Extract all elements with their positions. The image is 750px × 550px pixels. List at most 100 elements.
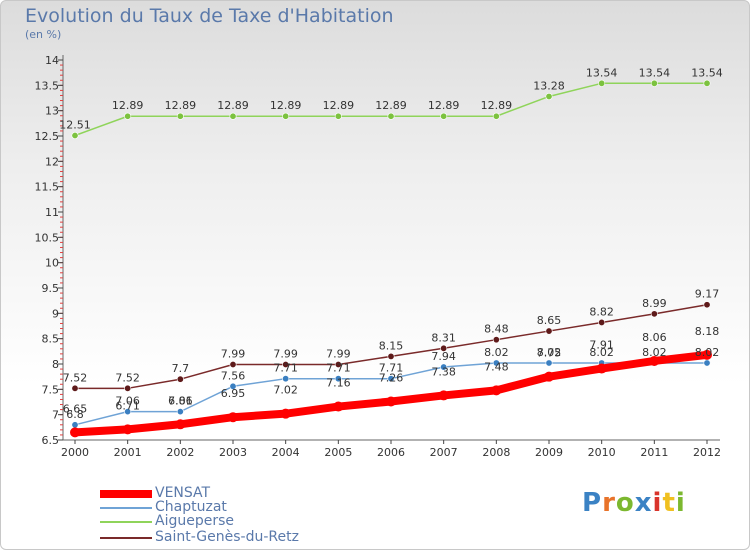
data-point — [124, 112, 132, 120]
data-label: 12.89 — [323, 99, 355, 112]
x-tick-label: 2008 — [482, 446, 510, 459]
data-label: 13.54 — [586, 66, 618, 79]
data-point — [440, 112, 448, 120]
legend-label: Saint-Genès-du-Retz — [155, 529, 299, 545]
legend-label: Chaptuzat — [155, 499, 227, 515]
y-tick-label: 9 — [52, 307, 59, 320]
data-label: 7.99 — [221, 348, 246, 361]
data-label: 6.65 — [63, 402, 88, 415]
data-label: 7.06 — [168, 395, 193, 408]
legend-label: Aigueperse — [155, 513, 235, 529]
data-label: 7.99 — [273, 348, 298, 361]
data-point — [545, 327, 553, 335]
data-label: 7.94 — [431, 350, 456, 363]
data-point — [124, 384, 132, 392]
data-point — [387, 375, 395, 383]
data-label: 7.91 — [589, 339, 614, 352]
data-point — [703, 359, 711, 367]
y-tick-label: 11.5 — [35, 181, 60, 194]
data-point — [176, 408, 184, 416]
data-label: 8.06 — [642, 331, 667, 344]
data-label: 7.06 — [115, 395, 140, 408]
data-label: 6.95 — [221, 387, 246, 400]
y-tick-label: 11 — [45, 206, 59, 219]
data-point — [229, 382, 237, 390]
data-point — [229, 361, 237, 369]
data-label: 6.81 — [168, 394, 193, 407]
data-label: 8.02 — [695, 346, 720, 359]
data-label: 8.15 — [379, 339, 404, 352]
data-point — [71, 384, 79, 392]
y-tick-label: 13.5 — [35, 79, 60, 92]
data-label: 7.99 — [326, 348, 351, 361]
legend-swatch — [100, 507, 152, 509]
data-label: 13.54 — [639, 66, 671, 79]
data-point — [438, 390, 449, 401]
data-label: 8.02 — [642, 346, 667, 359]
data-point — [492, 359, 500, 367]
data-label: 7.48 — [484, 360, 509, 373]
data-point — [122, 424, 133, 435]
data-label: 13.54 — [691, 66, 723, 79]
data-label: 7.56 — [221, 369, 246, 382]
data-point — [491, 385, 502, 396]
data-label: 13.28 — [533, 79, 565, 92]
y-tick-label: 6.5 — [42, 434, 60, 447]
data-label: 8.02 — [589, 346, 614, 359]
data-label: 7.16 — [326, 377, 351, 390]
x-tick-label: 2004 — [272, 446, 300, 459]
data-label: 8.02 — [537, 346, 562, 359]
x-tick-label: 2001 — [114, 446, 142, 459]
x-tick-label: 2000 — [61, 446, 89, 459]
data-point — [598, 318, 606, 326]
chart-unit: (en %) — [25, 28, 62, 41]
legend-label: VENSAT — [155, 485, 211, 501]
y-tick-label: 14 — [45, 54, 59, 67]
data-point — [280, 408, 291, 419]
y-tick-label: 13 — [45, 105, 59, 118]
data-label: 9.17 — [695, 288, 720, 301]
legend-swatch — [100, 490, 152, 498]
y-tick-label: 10 — [45, 257, 59, 270]
data-label: 12.89 — [270, 99, 302, 112]
x-tick-label: 2003 — [219, 446, 247, 459]
y-tick-label: 12.5 — [35, 130, 60, 143]
data-label: 12.89 — [217, 99, 249, 112]
data-point — [175, 419, 186, 430]
x-tick-label: 2009 — [535, 446, 563, 459]
data-point — [545, 359, 553, 367]
data-point — [703, 301, 711, 309]
data-label: 12.51 — [59, 118, 91, 131]
data-label: 8.02 — [484, 346, 509, 359]
data-point — [229, 112, 237, 120]
data-point — [334, 375, 342, 383]
logo-letter: x — [634, 488, 653, 518]
data-label: 12.89 — [428, 99, 460, 112]
x-tick-label: 2006 — [377, 446, 405, 459]
data-point — [440, 363, 448, 371]
data-point — [333, 401, 344, 412]
data-point — [596, 363, 607, 374]
data-point — [71, 421, 79, 429]
data-label: 7.75 — [537, 347, 562, 360]
data-label: 7.38 — [431, 365, 456, 378]
data-label: 7.52 — [63, 371, 88, 384]
x-tick-label: 2005 — [324, 446, 352, 459]
data-point — [703, 79, 711, 87]
data-label: 7.02 — [273, 384, 298, 397]
y-tick-label: 8.5 — [42, 333, 60, 346]
data-point — [70, 427, 80, 438]
data-label: 12.89 — [165, 99, 197, 112]
logo-letter: o — [615, 488, 635, 518]
data-point — [649, 355, 660, 366]
data-point — [545, 92, 553, 100]
data-label: 12.89 — [375, 99, 407, 112]
data-label: 8.82 — [589, 305, 614, 318]
logo-letter: i — [675, 488, 686, 518]
data-label: 6.71 — [115, 399, 140, 412]
chart-title: Evolution du Taux de Taxe d'Habitation — [25, 5, 394, 27]
data-point — [387, 352, 395, 360]
data-point — [492, 112, 500, 120]
